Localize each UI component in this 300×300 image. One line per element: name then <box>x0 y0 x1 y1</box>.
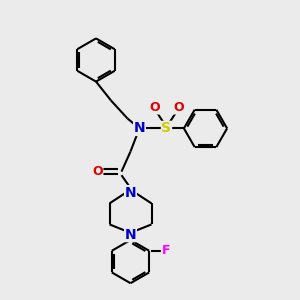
Text: O: O <box>149 101 160 114</box>
Text: N: N <box>125 186 136 200</box>
Text: O: O <box>92 165 103 178</box>
Text: F: F <box>161 244 170 257</box>
Text: N: N <box>134 122 145 135</box>
Text: N: N <box>125 228 136 242</box>
Text: S: S <box>161 122 172 135</box>
Text: O: O <box>173 101 184 114</box>
